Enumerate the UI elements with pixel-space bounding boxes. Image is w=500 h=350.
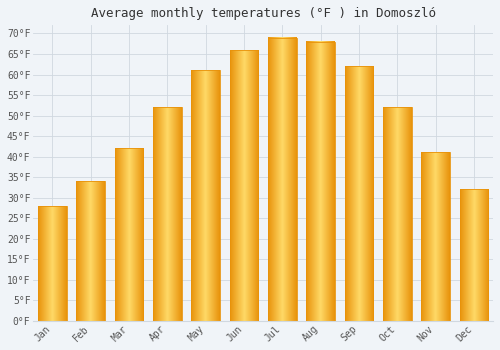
Bar: [192, 70, 220, 321]
Bar: [76, 181, 105, 321]
Bar: [114, 148, 144, 321]
Bar: [344, 66, 374, 321]
Bar: [153, 107, 182, 321]
Title: Average monthly temperatures (°F ) in Domoszló: Average monthly temperatures (°F ) in Do…: [90, 7, 436, 20]
Bar: [306, 42, 335, 321]
Bar: [460, 189, 488, 321]
Bar: [230, 50, 258, 321]
Bar: [268, 37, 296, 321]
Bar: [383, 107, 412, 321]
Bar: [421, 153, 450, 321]
Bar: [38, 206, 67, 321]
